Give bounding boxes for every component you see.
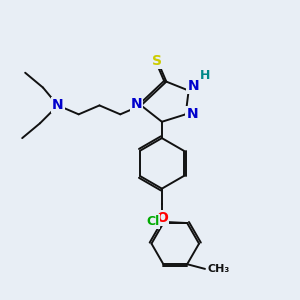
- Text: S: S: [152, 54, 162, 68]
- Text: N: N: [186, 107, 198, 121]
- Text: O: O: [156, 212, 168, 225]
- Text: N: N: [187, 79, 199, 93]
- Text: CH₃: CH₃: [208, 264, 230, 274]
- Text: N: N: [131, 97, 142, 111]
- Text: N: N: [52, 98, 64, 112]
- Text: H: H: [200, 69, 210, 82]
- Text: Cl: Cl: [146, 215, 160, 228]
